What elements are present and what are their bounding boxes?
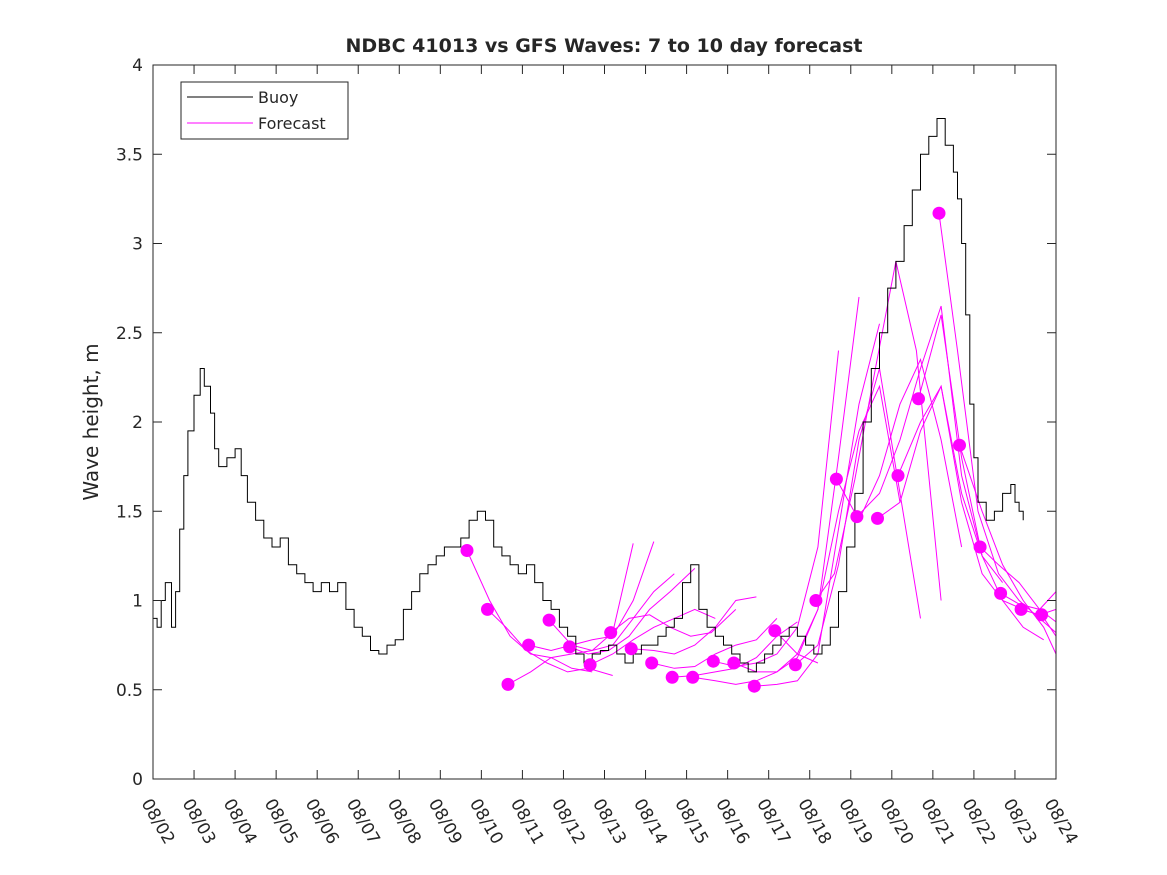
forecast-marker (932, 206, 946, 220)
forecast-marker (809, 594, 823, 607)
forecast-marker (788, 658, 802, 672)
forecast-marker (604, 626, 618, 640)
legend: Buoy Forecast (180, 81, 349, 140)
y-tick-label: 3.5 (116, 145, 143, 165)
legend-buoy-label: Buoy (258, 88, 298, 107)
legend-box (180, 81, 349, 140)
y-tick-label: 4 (132, 56, 143, 76)
forecast-marker (481, 602, 494, 616)
y-axis-label: Wave height, m (79, 343, 103, 500)
forecast-marker (624, 642, 638, 656)
forecast-marker (747, 679, 761, 693)
forecast-line (795, 368, 921, 666)
forecast-line (856, 305, 983, 557)
y-tick-label: 1 (132, 592, 143, 612)
chart-title: NDBC 41013 vs GFS Waves: 7 to 10 day for… (345, 35, 862, 57)
forecast-line (466, 550, 593, 673)
y-tick-label: 0 (132, 770, 143, 790)
forecast-marker (1035, 608, 1049, 622)
forecast-marker (871, 511, 884, 525)
forecast-marker (912, 392, 925, 406)
forecast-marker (583, 658, 597, 672)
forecast-marker (686, 670, 700, 684)
forecast-marker (645, 656, 659, 670)
y-tick-label: 1.5 (116, 502, 143, 522)
y-tick-label: 2 (132, 413, 143, 433)
forecast-marker (665, 670, 679, 684)
forecast-line (528, 541, 655, 652)
forecast-marker (460, 544, 474, 557)
forecast-marker (973, 540, 987, 554)
forecast-line (589, 608, 716, 666)
forecast-line (631, 596, 757, 655)
forecast-marker (994, 586, 1008, 600)
forecast-line (569, 568, 696, 655)
forecast-marker (891, 469, 905, 483)
forecast-marker (563, 640, 577, 654)
legend-forecast-label: Forecast (258, 114, 326, 133)
y-tick-label: 3 (132, 235, 143, 255)
forecast-marker (542, 613, 556, 627)
plot-frame (152, 64, 1057, 780)
forecast-marker (706, 654, 720, 668)
y-tick-label: 2.5 (116, 324, 143, 344)
forecast-line (651, 618, 778, 669)
forecast-marker (1014, 602, 1028, 616)
forecast-marker (850, 510, 864, 524)
forecast-marker (829, 472, 843, 486)
forecast-line (774, 384, 901, 655)
forecast-marker (727, 656, 741, 670)
forecast-marker (501, 677, 515, 691)
forecast-marker (768, 624, 782, 638)
buoy-line (153, 118, 1024, 673)
forecast-line (918, 314, 1044, 641)
data-layer (153, 118, 1057, 693)
forecast-marker (953, 438, 966, 452)
forecast-marker (522, 638, 536, 652)
y-tick-label: 0.5 (116, 681, 143, 701)
